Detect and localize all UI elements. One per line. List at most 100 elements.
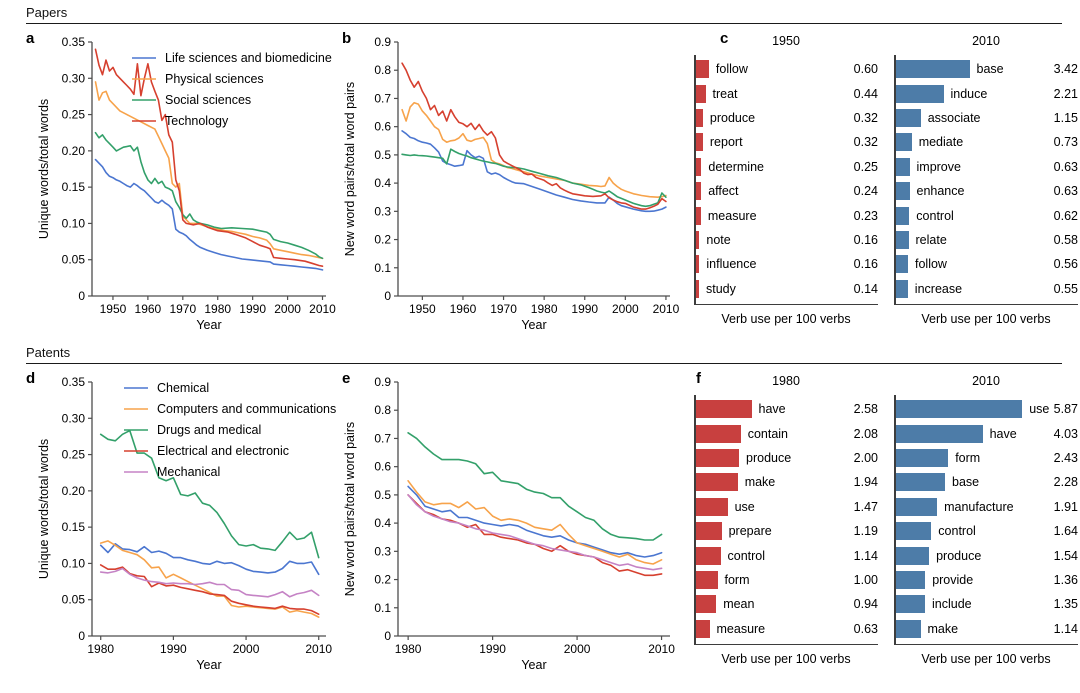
bar-value: 1.47 [853, 499, 878, 514]
series-line [94, 131, 324, 260]
bar-row: contain 2.08 [696, 422, 878, 446]
patents-row: d 0 0.05 0.10 0.15 0.20 0.25 0.30 0.35 1980 1990 2… [26, 366, 1078, 685]
bar-label: produce [709, 110, 756, 125]
y-tick-label: 0 [384, 289, 391, 303]
panel-letter-a: a [26, 30, 35, 47]
y-tick-label: 0.10 [62, 556, 86, 570]
bar-row: follow 0.56 [896, 252, 1078, 276]
bar-value: 2.58 [853, 402, 878, 417]
bar-label: induce [950, 86, 988, 101]
panel-b: b 0 0.1 0.2 0.3 0.4 0.5 0.6 0.7 0.8 0.9 1950 1960 19… [342, 26, 684, 345]
bar-value: 2.28 [1053, 475, 1078, 490]
bar-chart-title: 2010 [972, 34, 1000, 48]
panel-a: a 0 0.05 0.10 0.15 0.20 0.25 0.30 0.35 1950 1960 1… [26, 26, 342, 345]
y-tick-label: 0.9 [374, 375, 391, 389]
bar-row: manufacture 1.91 [896, 495, 1078, 519]
bar-value: 2.00 [853, 450, 878, 465]
x-tick-label: 1990 [479, 642, 506, 656]
bar-label: make [927, 621, 959, 636]
panel-f: f 1980 have 2.58 contain 2.08 produce 2.00 make… [694, 366, 1078, 666]
x-tick-label: 2000 [274, 302, 301, 316]
bar-rows: use 5.87 have 4.03 form 2.43 base 2.28 manufactu… [894, 395, 1078, 645]
bar-row: prepare 1.19 [696, 519, 878, 543]
section-papers: Papers a 0 0.05 0.10 0.15 0.20 0.25 0.30 0.35 19… [26, 5, 1078, 345]
y-tick-label: 0.15 [62, 520, 86, 534]
bar-value: 0.16 [853, 232, 878, 247]
y-tick-label: 0.4 [374, 516, 391, 530]
legend-label: Physical sciences [165, 72, 264, 86]
bar-row: control 0.62 [896, 204, 1078, 228]
bar-chart-1980: 1980 have 2.58 contain 2.08 produce 2.00 make 1.… [694, 374, 878, 666]
bar-row: increase 0.55 [896, 277, 1078, 301]
bar-row: study 0.14 [696, 277, 878, 301]
panel-d: d 0 0.05 0.10 0.15 0.20 0.25 0.30 0.35 1980 1990 2… [26, 366, 342, 685]
y-tick-label: 0.5 [374, 488, 391, 502]
bar-label: improve [916, 159, 961, 174]
bar [896, 619, 921, 638]
x-tick-label: 2000 [233, 642, 260, 656]
y-tick-label: 0.35 [62, 375, 86, 389]
bar-row: produce 0.32 [696, 106, 878, 130]
bar-label: provide [932, 572, 974, 587]
y-tick-label: 0.25 [62, 448, 86, 462]
panel-e: e 0 0.1 0.2 0.3 0.4 0.5 0.6 0.7 0.8 0.9 1980 1990 20… [342, 366, 684, 685]
legend-label: Technology [165, 114, 229, 128]
bar-row: measure 0.63 [696, 617, 878, 641]
bar-label: produce [746, 450, 792, 465]
y-axis-label: Unique words/total words [37, 99, 51, 239]
bar-label: form [724, 572, 750, 587]
chart-svg-e: 0 0.1 0.2 0.3 0.4 0.5 0.6 0.7 0.8 0.9 1980 1990 2000… [343, 375, 675, 672]
bar-row: have 2.58 [696, 397, 878, 421]
bar-row: determine 0.25 [696, 155, 878, 179]
bar [896, 157, 910, 176]
series-line [401, 101, 667, 198]
bar-label: note [706, 232, 731, 247]
y-tick-label: 0.20 [62, 484, 86, 498]
bar [896, 595, 925, 614]
bar-value: 0.23 [853, 208, 878, 223]
bar-value: 0.25 [853, 159, 878, 174]
papers-row: a 0 0.05 0.10 0.15 0.20 0.25 0.30 0.35 1950 1960 1… [26, 26, 1078, 345]
bar-value: 2.08 [853, 426, 878, 441]
bar-label: contain [747, 426, 788, 441]
bar [696, 255, 700, 274]
bar-label: base [952, 475, 980, 490]
bar [896, 182, 910, 201]
y-tick-label: 0.2 [374, 233, 391, 247]
x-axis-label: Year [196, 318, 221, 332]
bar-label: control [727, 548, 766, 563]
bar-label: use [734, 499, 755, 514]
x-tick-label: 1980 [395, 642, 422, 656]
bar-label: mediate [918, 135, 964, 150]
bar [696, 84, 706, 103]
series-line [94, 158, 324, 271]
x-tick-label: 2010 [309, 302, 336, 316]
bar [896, 570, 926, 589]
bar [896, 473, 945, 492]
x-tick-label: 1970 [169, 302, 196, 316]
bar-row: associate 1.15 [896, 106, 1078, 130]
x-axis-label: Year [521, 318, 546, 332]
bar-chart-2010: 2010 use 5.87 have 4.03 form 2.43 base 2.28 manuf… [894, 374, 1078, 666]
panel-letter-e: e [342, 370, 351, 387]
bar-label: prepare [728, 524, 772, 539]
bar [696, 424, 741, 443]
bar-label: relate [915, 232, 947, 247]
y-tick-label: 0.7 [374, 431, 391, 445]
bar [696, 157, 702, 176]
y-tick-label: 0 [78, 629, 85, 643]
x-tick-label: 1960 [450, 302, 477, 316]
legend-label: Social sciences [165, 93, 251, 107]
x-tick-label: 2000 [612, 302, 639, 316]
bar-chart-title: 1950 [772, 34, 800, 48]
series-line [99, 564, 320, 615]
bar-row: measure 0.23 [696, 204, 878, 228]
bar-row: base 2.28 [896, 470, 1078, 494]
panel-letter-d: d [26, 370, 36, 387]
bar-row: include 1.35 [896, 592, 1078, 616]
bar [896, 133, 912, 152]
y-tick-label: 0.1 [374, 261, 391, 275]
bar [896, 230, 909, 249]
bar-label: base [976, 62, 1004, 77]
